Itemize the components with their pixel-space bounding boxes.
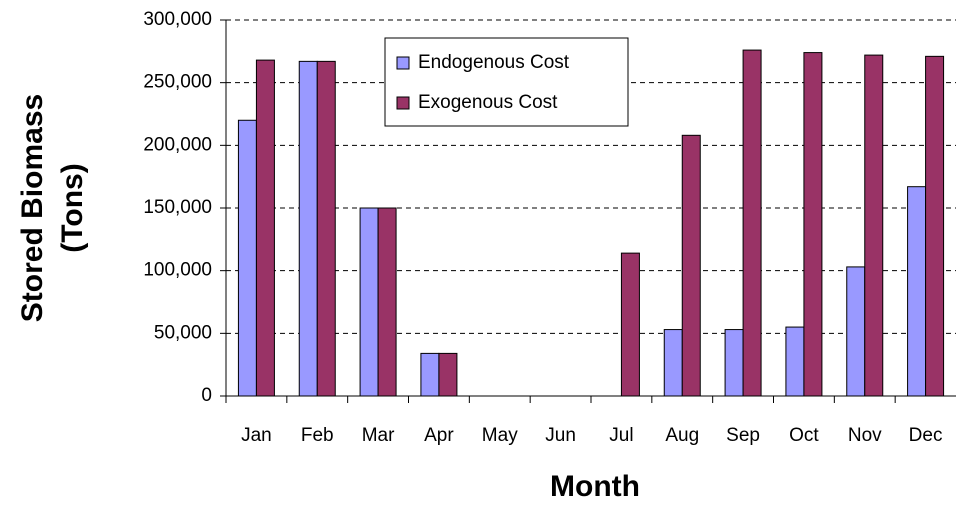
legend-label: Endogenous Cost [418,52,570,73]
x-axis-title: Month [550,470,640,503]
bar [255,59,275,397]
y-tick-label: 50,000 [154,322,212,343]
bar [846,266,866,397]
y-axis-title-line: Stored Biomass [16,94,49,322]
bar [237,119,257,397]
bar [742,49,762,397]
bar [359,207,379,397]
x-tick-label: Jun [545,425,576,446]
legend-swatch [396,96,410,110]
legend-swatch [396,56,410,70]
bar [420,352,440,397]
bar [438,352,458,397]
y-axis-title: Stored Biomass (Tons) [16,94,89,322]
x-tick-label: Aug [665,425,699,446]
x-tick-label: Nov [848,425,882,446]
bar [298,60,318,397]
x-tick-label: Oct [789,425,819,446]
x-tick-label: Dec [909,425,943,446]
y-tick-label: 100,000 [143,260,212,281]
x-tick-label: Apr [424,425,454,446]
bar [663,329,683,397]
bar [316,60,336,397]
x-tick-label: Mar [362,425,395,446]
y-tick-label: 0 [201,385,212,406]
bar [925,55,945,397]
x-tick-label: Sep [726,425,760,446]
bar [907,186,927,397]
x-tick-label: May [482,425,518,446]
bar [620,252,640,397]
bar [724,329,744,397]
bar [803,52,823,397]
x-tick-label: Feb [301,425,334,446]
y-tick-label: 200,000 [143,134,212,155]
y-tick-label: 150,000 [143,197,212,218]
x-tick-label: Jul [609,425,633,446]
bar [377,207,397,397]
legend-box [384,37,629,127]
bar [864,54,884,397]
legend: Endogenous Cost Exogenous Cost [384,37,629,127]
x-tick-label: Jan [241,425,272,446]
legend-label: Exogenous Cost [418,92,558,113]
bar [681,134,701,397]
y-tick-label: 300,000 [143,9,212,30]
y-tick-label: 250,000 [143,72,212,93]
y-axis-title-line: (Tons) [56,163,89,252]
bar [785,326,805,397]
